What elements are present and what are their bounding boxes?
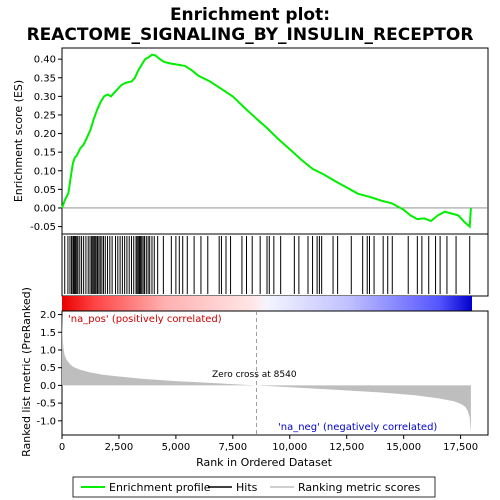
hits-panel (61, 233, 489, 297)
hit-marks (64, 236, 471, 294)
es-y-tick-label: -0.05 (30, 222, 56, 233)
legend-hits-label: Hits (236, 481, 258, 494)
es-y-tick-label: 0.35 (34, 73, 56, 84)
metric-x-axis-label: Rank in Ordered Dataset (196, 456, 333, 469)
metric-x-tick-label: 2,500 (105, 442, 134, 453)
hits-frame (61, 233, 489, 297)
metric-y-tick-label: 0.5 (40, 363, 56, 374)
metric-y-axis: -1.0 -0.5 0.0 0.5 1.0 1.5 2.0 (36, 310, 62, 427)
metric-y-tick-label: 1.5 (40, 328, 56, 339)
es-y-tick-label: 0.20 (34, 129, 56, 140)
legend-box (72, 476, 436, 498)
metric-y-axis-label: Ranked list metric (PreRanked) (20, 287, 33, 457)
metric-x-tick-label: 5,000 (162, 442, 191, 453)
enrichment-panel: -0.05 0.00 0.05 0.10 0.15 0.20 0.25 0.30 0.35 0.4… (12, 47, 489, 235)
legend: Enrichment profile Hits Ranking metric s… (72, 476, 436, 498)
es-y-tick-label: 0.00 (34, 203, 56, 214)
metric-x-axis: 0 2,500 5,000 7,500 10,000 12,500 15,000 17,500 (59, 435, 478, 453)
metric-x-tick-label: 10,000 (272, 442, 307, 453)
ramp-bar (62, 296, 472, 311)
es-y-tick-label: 0.25 (34, 110, 56, 121)
metric-x-tick-label: 15,000 (386, 442, 421, 453)
metric-plot-frame (61, 310, 489, 436)
rank-color-ramp (62, 296, 472, 311)
es-y-tick-label: 0.30 (34, 92, 56, 103)
es-y-tick-label: 0.05 (34, 185, 56, 196)
metric-x-tick-label: 17,500 (443, 442, 478, 453)
es-y-tick-label: 0.10 (34, 166, 56, 177)
metric-y-tick-label: -0.5 (36, 399, 56, 410)
ranked-metric-panel: -1.0 -0.5 0.0 0.5 1.0 1.5 2.0 0 2,500 5,000 7,500… (20, 287, 489, 469)
zero-cross-annotation: Zero cross at 8540 (212, 370, 297, 380)
es-y-tick-label: 0.40 (34, 55, 56, 66)
chart-title-line1: Enrichment plot: (170, 5, 330, 25)
negative-annotation: 'na_neg' (negatively correlated) (278, 422, 437, 433)
metric-y-tick-label: 2.0 (40, 310, 56, 321)
metric-x-tick-label: 7,500 (219, 442, 248, 453)
metric-y-tick-label: 1.0 (40, 345, 56, 356)
metric-x-tick-label: 0 (59, 442, 65, 453)
chart-title-line2: REACTOME_SIGNALING_BY_INSULIN_RECEPTOR (27, 25, 474, 45)
legend-metric-label: Ranking metric scores (298, 481, 420, 494)
enrichment-plot-frame (61, 47, 489, 235)
es-y-axis-label: Enrichment score (ES) (12, 80, 25, 202)
metric-y-tick-label: -1.0 (36, 416, 56, 427)
positive-annotation: 'na_pos' (positively correlated) (68, 314, 222, 325)
legend-enrichment-label: Enrichment profile (109, 481, 211, 494)
metric-x-tick-label: 12,500 (329, 442, 364, 453)
es-y-tick-label: 0.15 (34, 148, 56, 159)
es-y-axis: -0.05 0.00 0.05 0.10 0.15 0.20 0.25 0.30 0.35 0.4… (30, 55, 62, 233)
metric-y-tick-label: 0.0 (40, 381, 56, 392)
enrichment-profile-line (61, 53, 472, 229)
